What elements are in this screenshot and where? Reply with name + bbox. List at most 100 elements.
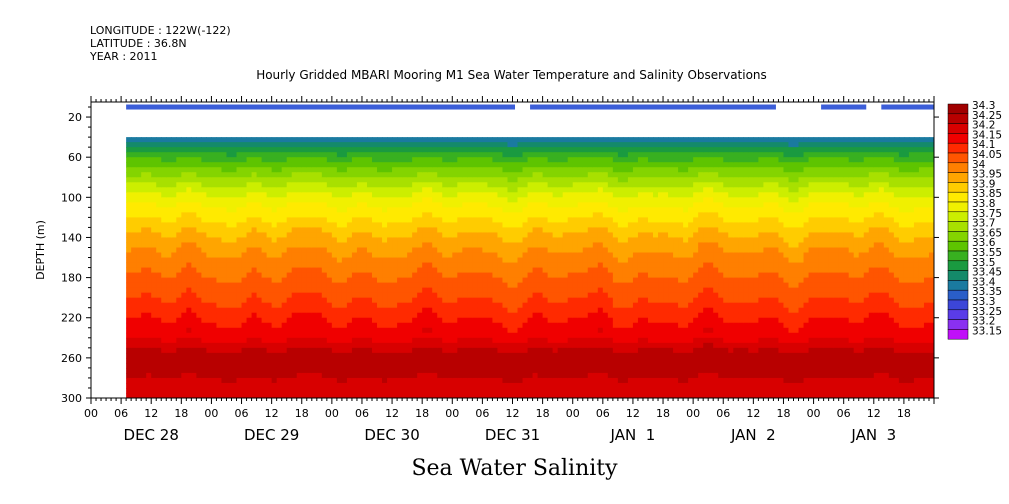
- salinity-cell: [512, 352, 519, 359]
- salinity-cell: [387, 167, 393, 173]
- salinity-cell: [452, 217, 458, 224]
- salinity-cell: [326, 172, 333, 178]
- salinity-cell: [351, 142, 358, 148]
- salinity-cell: [126, 217, 132, 224]
- salinity-cell: [236, 377, 243, 384]
- salinity-cell: [226, 147, 233, 153]
- salinity-cell: [316, 302, 323, 309]
- salinity-cell: [351, 247, 358, 254]
- salinity-cell: [171, 322, 177, 329]
- salinity-cell: [161, 362, 167, 369]
- salinity-cell: [136, 162, 142, 168]
- salinity-cell: [356, 187, 363, 193]
- salinity-cell: [412, 297, 418, 304]
- salinity-cell: [397, 147, 403, 153]
- salinity-cell: [291, 302, 298, 309]
- salinity-cell: [562, 177, 569, 183]
- salinity-cell: [206, 202, 213, 208]
- salinity-cell: [502, 367, 509, 374]
- salinity-cell: [341, 387, 348, 394]
- salinity-cell: [422, 217, 428, 224]
- salinity-cell: [602, 197, 609, 203]
- salinity-cell: [462, 262, 468, 269]
- salinity-cell: [316, 357, 323, 364]
- salinity-cell: [316, 372, 323, 379]
- salinity-cell: [136, 322, 142, 329]
- salinity-cell: [316, 242, 323, 249]
- salinity-cell: [126, 347, 132, 354]
- salinity-cell: [181, 272, 187, 279]
- salinity-cell: [166, 137, 172, 143]
- salinity-cell: [437, 262, 443, 269]
- salinity-cell: [161, 367, 167, 374]
- salinity-cell: [306, 177, 313, 183]
- salinity-cell: [251, 227, 258, 234]
- salinity-cell: [547, 207, 554, 213]
- salinity-cell: [151, 137, 157, 143]
- salinity-cell: [126, 137, 132, 143]
- salinity-cell: [482, 262, 489, 269]
- salinity-cell: [592, 197, 599, 203]
- salinity-cell: [487, 272, 494, 279]
- salinity-cell: [326, 202, 333, 208]
- salinity-cell: [186, 327, 192, 334]
- salinity-cell: [211, 182, 218, 188]
- salinity-cell: [472, 192, 478, 198]
- salinity-cell: [582, 247, 589, 254]
- salinity-cell: [377, 302, 383, 309]
- salinity-cell: [281, 192, 288, 198]
- salinity-cell: [467, 237, 473, 244]
- salinity-cell: [226, 332, 233, 339]
- salinity-cell: [407, 357, 413, 364]
- salinity-cell: [351, 357, 358, 364]
- salinity-cell: [361, 217, 368, 224]
- salinity-cell: [146, 252, 152, 259]
- salinity-cell: [211, 192, 218, 198]
- salinity-cell: [276, 327, 283, 334]
- salinity-cell: [512, 222, 519, 229]
- salinity-cell: [527, 347, 534, 354]
- salinity-cell: [447, 342, 453, 349]
- salinity-cell: [146, 362, 152, 369]
- salinity-cell: [552, 387, 559, 394]
- salinity-cell: [532, 207, 539, 213]
- salinity-cell: [467, 162, 473, 168]
- salinity-cell: [251, 257, 258, 264]
- salinity-cell: [492, 332, 499, 339]
- salinity-cell: [402, 367, 408, 374]
- salinity-cell: [517, 392, 524, 398]
- salinity-cell: [477, 252, 483, 259]
- salinity-cell: [432, 232, 438, 239]
- salinity-cell: [316, 367, 323, 374]
- salinity-cell: [397, 282, 403, 289]
- salinity-cell: [141, 172, 147, 178]
- salinity-cell: [181, 292, 187, 299]
- salinity-cell: [201, 142, 208, 148]
- salinity-cell: [432, 382, 438, 389]
- salinity-cell: [291, 232, 298, 239]
- salinity-cell: [246, 322, 253, 329]
- salinity-cell: [331, 202, 338, 208]
- salinity-cell: [602, 157, 609, 163]
- salinity-cell: [552, 162, 559, 168]
- salinity-cell: [336, 372, 343, 379]
- salinity-cell: [136, 167, 142, 173]
- salinity-cell: [186, 302, 192, 309]
- salinity-cell: [422, 372, 428, 379]
- salinity-cell: [577, 137, 584, 143]
- salinity-cell: [176, 297, 182, 304]
- salinity-cell: [256, 372, 263, 379]
- salinity-cell: [387, 342, 393, 349]
- salinity-cell: [482, 212, 489, 218]
- salinity-cell: [497, 332, 504, 339]
- salinity-cell: [382, 347, 388, 354]
- salinity-cell: [537, 327, 544, 334]
- salinity-cell: [281, 187, 288, 193]
- salinity-cell: [597, 242, 604, 249]
- salinity-cell: [392, 367, 398, 374]
- salinity-cell: [146, 282, 152, 289]
- salinity-cell: [141, 147, 147, 153]
- salinity-cell: [316, 162, 323, 168]
- salinity-cell: [597, 247, 604, 254]
- salinity-cell: [492, 187, 499, 193]
